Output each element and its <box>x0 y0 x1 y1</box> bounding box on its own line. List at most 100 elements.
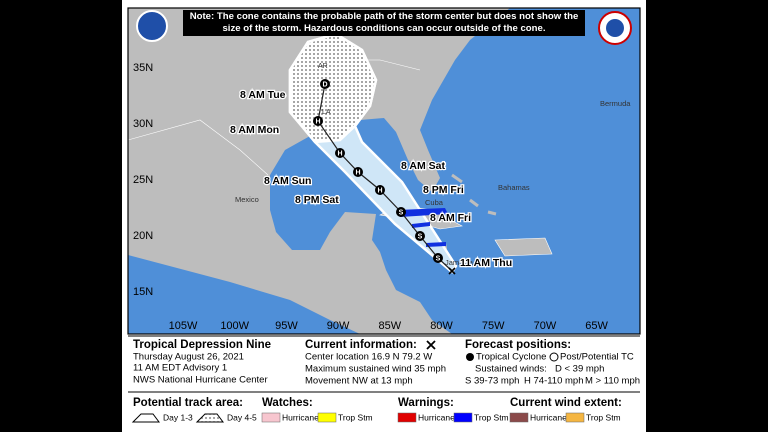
legend-item: Trop Stm <box>474 412 509 422</box>
note-fo: Note: The cone contains the probable pat… <box>189 11 579 34</box>
cone-day4-5 <box>288 32 378 144</box>
map: 35N 30N 25N 20N 15N 105W 100W 95W 90W 85W 80W 75W 70… <box>128 8 640 334</box>
legend-swatch <box>131 413 160 423</box>
lon-label: 95W <box>275 320 298 332</box>
legend-swatch <box>195 413 224 423</box>
lon-label: 85W <box>378 320 401 332</box>
forecast-point <box>313 116 323 126</box>
forecast-point <box>320 79 330 89</box>
lon-label: 65W <box>585 320 608 332</box>
place-label: Jamaica <box>445 258 474 267</box>
map-border <box>127 7 641 335</box>
current-x <box>426 340 436 350</box>
legend-item: Day 1-3 <box>163 412 193 422</box>
pacific <box>128 255 360 334</box>
forecast-label: 8 AM Mon <box>230 124 279 136</box>
current-position <box>448 267 456 275</box>
legend: Potential track area: Day 1-3 Day 4-5 Watch… <box>131 397 622 423</box>
legend-item: Trop Stm <box>338 412 373 422</box>
place-label: Cuba <box>425 198 444 207</box>
forecast-label: 8 PM Fri <box>423 184 464 196</box>
note: Note: The cone contains the probable pat… <box>189 11 579 34</box>
legend-item: Trop Stm <box>586 412 621 422</box>
forecast-label: 8 AM Sun <box>264 175 311 187</box>
legend-swatch <box>317 412 337 423</box>
forecast-item: Tropical Cyclone <box>476 352 546 363</box>
bahamas-islands <box>451 173 497 216</box>
legend-title: Warnings: <box>398 397 454 409</box>
legend-title: Watches: <box>262 397 313 409</box>
wind-h: H 74-110 mph <box>524 376 584 387</box>
current-line: Center location 16.9 N 79.2 W <box>305 352 432 363</box>
place-label: Bahamas <box>498 183 530 192</box>
forecast-label: 8 AM Sat <box>401 160 445 172</box>
point-letter: D <box>322 81 327 88</box>
noaa-logo <box>136 10 168 42</box>
legend-swatch <box>565 412 585 423</box>
forecast-title: Forecast positions: <box>465 339 571 351</box>
lon-label: 105W <box>169 320 198 332</box>
forecast-label: 8 PM Sat <box>295 194 339 206</box>
current-line: Maximum sustained wind 35 mph <box>305 364 446 375</box>
wind-d: D < 39 mph <box>555 364 604 375</box>
place-label: AR <box>318 63 328 70</box>
point-letter: H <box>355 169 360 176</box>
lon-label: 90W <box>327 320 350 332</box>
wind-s: S 39-73 mph <box>465 376 519 387</box>
lon-label: 70W <box>534 320 557 332</box>
legend-title: Potential track area: <box>133 397 243 409</box>
forecast-point <box>375 185 385 195</box>
lat-label: 25N <box>133 174 153 186</box>
hispaniola <box>494 237 553 257</box>
legend-item: Hurricane <box>530 412 567 422</box>
forecast-point <box>396 207 406 217</box>
lat-label: 35N <box>133 62 153 74</box>
point-letter: H <box>315 118 320 125</box>
lat-label: 20N <box>133 230 153 242</box>
point-letter: H <box>377 187 382 194</box>
current-line: Movement NW at 13 mph <box>305 376 413 387</box>
note-box <box>183 10 585 36</box>
forecast-item: Post/Potential TC <box>560 352 634 363</box>
place-label: Mexico <box>235 195 259 204</box>
forecast-point <box>353 167 363 177</box>
tc-icon <box>466 353 474 361</box>
ptc-icon <box>549 352 559 362</box>
wind-m: M > 110 mph <box>585 376 640 387</box>
lat-label: 15N <box>133 286 153 298</box>
place-label: LA <box>322 109 331 116</box>
lon-label: 75W <box>482 320 505 332</box>
point-letter: S <box>399 209 404 216</box>
legend-item: Day 4-5 <box>227 412 257 422</box>
forecast-point <box>335 148 345 158</box>
forecast-point <box>433 253 443 263</box>
place-label: Bermuda <box>600 99 631 108</box>
storm-center: NWS National Hurricane Center <box>133 375 268 386</box>
legend-title: Current wind extent: <box>510 397 622 409</box>
winds-label: Sustained winds: <box>475 364 547 375</box>
lon-label: 100W <box>220 320 249 332</box>
legend-swatch <box>397 412 417 423</box>
nws-logo-inner <box>606 19 624 37</box>
legend-swatch <box>453 412 473 423</box>
forecast-point <box>415 231 425 241</box>
legend-swatch <box>261 412 281 423</box>
point-letter: S <box>436 255 441 262</box>
legend-item: Hurricane <box>418 412 455 422</box>
forecast-label: 8 AM Fri <box>430 212 471 224</box>
point-letter: S <box>418 233 423 240</box>
legend-swatch <box>509 412 529 423</box>
storm-name: Tropical Depression Nine <box>133 339 271 351</box>
legend-item: Hurricane <box>282 412 319 422</box>
forecast-label: 11 AM Thu <box>460 257 512 269</box>
storm-date: Thursday August 26, 2021 <box>133 352 244 363</box>
lat-label: 30N <box>133 118 153 130</box>
storm-advisory: 11 AM EDT Advisory 1 <box>133 363 227 374</box>
map-annotations: 35N 30N 25N 20N 15N 105W 100W 95W 90W 85W 80W 75W 70… <box>133 62 631 332</box>
lon-label: 80W <box>430 320 453 332</box>
point-letter: H <box>337 150 342 157</box>
current-title: Current information: <box>305 339 417 351</box>
forecast-label: 8 AM Tue <box>240 89 286 101</box>
